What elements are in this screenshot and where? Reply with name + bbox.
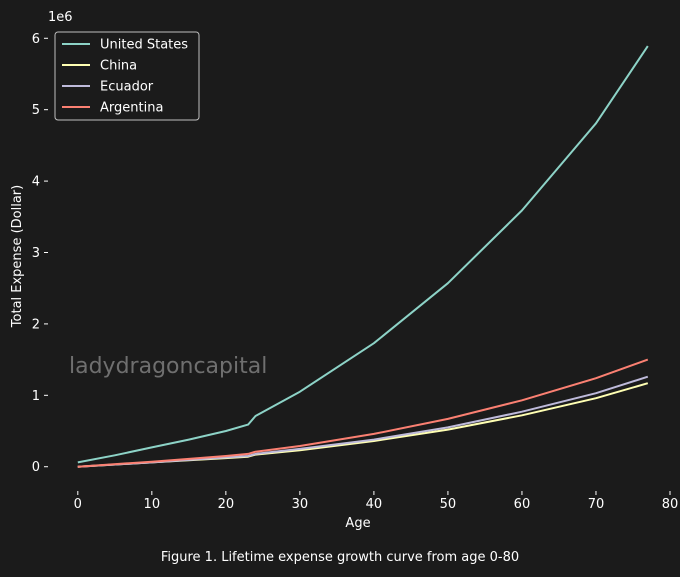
- x-tick-label: 60: [514, 497, 531, 512]
- legend: United States China Ecuador Argentina: [54, 31, 200, 121]
- x-tick-label: 30: [292, 497, 309, 512]
- x-axis: 0 10 20 30 40 50 60 70 80: [74, 491, 679, 512]
- watermark-text: ladydragoncapital: [69, 354, 267, 379]
- x-tick-label: 50: [440, 497, 457, 512]
- x-tick-label: 20: [218, 497, 235, 512]
- legend-label: Ecuador: [100, 80, 154, 95]
- y-tick-label: 5: [32, 103, 40, 118]
- x-tick-label: 70: [588, 497, 605, 512]
- legend-box: [54, 31, 200, 121]
- line-chart: 0 1 2 3 4 5 6 0 10 20 30 40 50 60 70 80 1e6 Age Total …: [10, 10, 679, 531]
- y-tick-label: 4: [32, 175, 40, 190]
- series-line-china: [77, 382, 649, 468]
- y-tick-label: 6: [32, 32, 40, 47]
- y-tick-label: 1: [32, 389, 40, 404]
- legend-label: Argentina: [100, 101, 163, 116]
- y-tick-label: 3: [32, 246, 40, 261]
- series-line-ecuador: [77, 375, 649, 468]
- x-axis-label: Age: [345, 516, 370, 531]
- y-tick-label: 0: [32, 460, 40, 475]
- x-tick-label: 0: [74, 497, 82, 512]
- x-tick-label: 40: [366, 497, 383, 512]
- series-lines: [77, 45, 649, 468]
- x-tick-label: 10: [144, 497, 161, 512]
- legend-label: China: [100, 59, 137, 74]
- y-axis: 0 1 2 3 4 5 6: [32, 32, 48, 475]
- figure-caption: Figure 1. Lifetime expense growth curve …: [160, 550, 520, 565]
- series-line-argentina: [77, 358, 649, 468]
- y-tick-label: 2: [32, 317, 40, 332]
- y-axis-label: Total Expense (Dollar): [10, 185, 25, 328]
- legend-label: United States: [100, 38, 188, 53]
- series-line-united-states: [77, 45, 649, 464]
- x-tick-label: 80: [662, 497, 679, 512]
- y-offset-label: 1e6: [48, 10, 73, 25]
